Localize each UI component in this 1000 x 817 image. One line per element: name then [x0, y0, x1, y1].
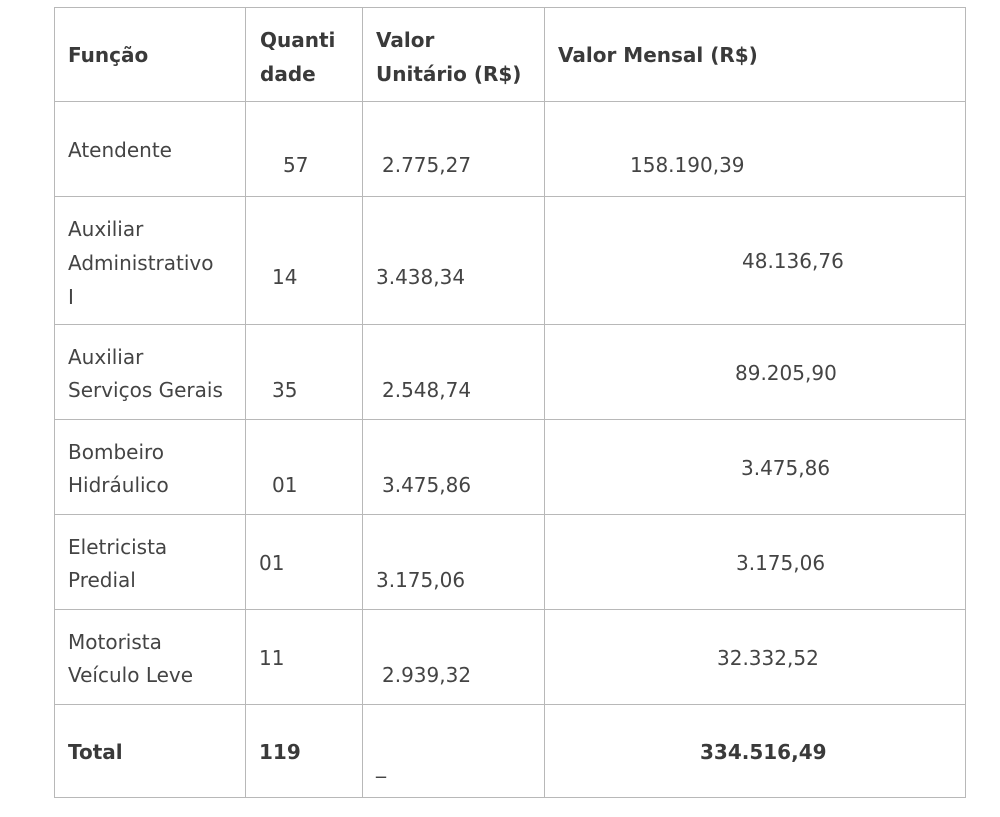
table-row: Motorista Veículo Leve 11 2.939,32 32.33… [54, 609, 966, 705]
funcao-line: Serviços Gerais [68, 378, 223, 402]
cell-valor-unitario: 2.775,27 [362, 101, 545, 197]
header-valor-unitario-line2: Unitário (R$) [376, 62, 522, 86]
cell-total-label: Total [54, 704, 246, 798]
valor-mensal-value: 158.190,39 [630, 153, 745, 177]
cell-funcao: Bombeiro Hidráulico [54, 419, 246, 515]
total-label: Total [68, 740, 123, 764]
valor-unitario-value: 2.775,27 [382, 153, 472, 177]
cell-total-valor-mensal: 334.516,49 [544, 704, 966, 798]
cell-valor-mensal: 89.205,90 [544, 324, 966, 420]
cell-valor-mensal: 3.475,86 [544, 419, 966, 515]
funcao-line: Bombeiro [68, 440, 165, 464]
valor-mensal-value: 48.136,76 [742, 249, 844, 273]
cell-valor-unitario: 2.939,32 [362, 609, 545, 705]
quantidade-value: 57 [283, 153, 309, 177]
cell-valor-unitario: 3.175,06 [362, 514, 545, 610]
cell-valor-mensal: 3.175,06 [544, 514, 966, 610]
total-valor-mensal: 334.516,49 [700, 740, 827, 764]
header-funcao: Função [54, 7, 246, 102]
valor-mensal-value: 89.205,90 [735, 361, 837, 385]
funcao-line: Auxiliar [68, 217, 144, 241]
table-row: Atendente 57 2.775,27 158.190,39 [54, 101, 966, 197]
header-quantidade: Quanti dade [245, 7, 363, 102]
header-valor-unitario: Valor Unitário (R$) [362, 7, 545, 102]
table-row: Eletricista Predial 01 3.175,06 3.175,06 [54, 514, 966, 610]
total-valor-unitario: _ [376, 754, 386, 778]
funcao-line: Veículo Leve [68, 663, 194, 687]
cell-valor-mensal: 158.190,39 [544, 101, 966, 197]
quantidade-value: 35 [272, 378, 298, 402]
valor-unitario-value: 3.175,06 [376, 568, 466, 592]
quantidade-value: 14 [272, 265, 298, 289]
funcao-line: Eletricista [68, 535, 168, 559]
valor-unitario-value: 2.939,32 [382, 663, 472, 687]
cell-total-valor-unitario: _ [362, 704, 545, 798]
staff-cost-table: Função Quanti dade Valor Unitário (R$) V… [54, 7, 966, 798]
cell-funcao: Motorista Veículo Leve [54, 609, 246, 705]
header-valor-unitario-line1: Valor [376, 28, 435, 52]
table-total-row: Total 119 _ 334.516,49 [54, 704, 966, 798]
cell-quantidade: 57 [245, 101, 363, 197]
funcao-line: Motorista [68, 630, 162, 654]
funcao-line: Auxiliar [68, 345, 144, 369]
header-valor-mensal: Valor Mensal (R$) [544, 7, 966, 102]
cell-total-quantidade: 119 [245, 704, 363, 798]
table-header-row: Função Quanti dade Valor Unitário (R$) V… [54, 7, 966, 102]
quantidade-value: 11 [259, 646, 285, 670]
cell-funcao: Auxiliar Administrativo I [54, 196, 246, 325]
valor-unitario-value: 3.475,86 [382, 473, 472, 497]
total-quantidade: 119 [259, 740, 301, 764]
header-quantidade-line2: dade [260, 62, 316, 86]
funcao-line: Predial [68, 568, 136, 592]
valor-mensal-value: 32.332,52 [717, 646, 819, 670]
cell-valor-mensal: 32.332,52 [544, 609, 966, 705]
valor-mensal-value: 3.175,06 [736, 551, 826, 575]
funcao-line: Hidráulico [68, 473, 169, 497]
quantidade-value: 01 [272, 473, 298, 497]
cell-valor-unitario: 2.548,74 [362, 324, 545, 420]
funcao-line: I [68, 285, 74, 309]
cell-funcao: Eletricista Predial [54, 514, 246, 610]
cell-quantidade: 01 [245, 419, 363, 515]
header-valor-mensal-label: Valor Mensal (R$) [558, 43, 758, 67]
valor-unitario-value: 2.548,74 [382, 378, 472, 402]
table-row: Auxiliar Serviços Gerais 35 2.548,74 89.… [54, 324, 966, 420]
funcao-line: Administrativo [68, 251, 214, 275]
valor-unitario-value: 3.438,34 [376, 265, 466, 289]
cell-valor-unitario: 3.475,86 [362, 419, 545, 515]
cell-valor-mensal: 48.136,76 [544, 196, 966, 325]
header-quantidade-line1: Quanti [260, 28, 336, 52]
header-funcao-label: Função [68, 43, 149, 67]
cell-quantidade: 35 [245, 324, 363, 420]
cell-quantidade: 01 [245, 514, 363, 610]
funcao-line: Atendente [68, 138, 172, 162]
cell-quantidade: 11 [245, 609, 363, 705]
table-row: Auxiliar Administrativo I 14 3.438,34 48… [54, 196, 966, 325]
cell-funcao: Atendente [54, 101, 246, 197]
cell-valor-unitario: 3.438,34 [362, 196, 545, 325]
table-row: Bombeiro Hidráulico 01 3.475,86 3.475,86 [54, 419, 966, 515]
cell-quantidade: 14 [245, 196, 363, 325]
cell-funcao: Auxiliar Serviços Gerais [54, 324, 246, 420]
quantidade-value: 01 [259, 551, 285, 575]
valor-mensal-value: 3.475,86 [741, 456, 831, 480]
